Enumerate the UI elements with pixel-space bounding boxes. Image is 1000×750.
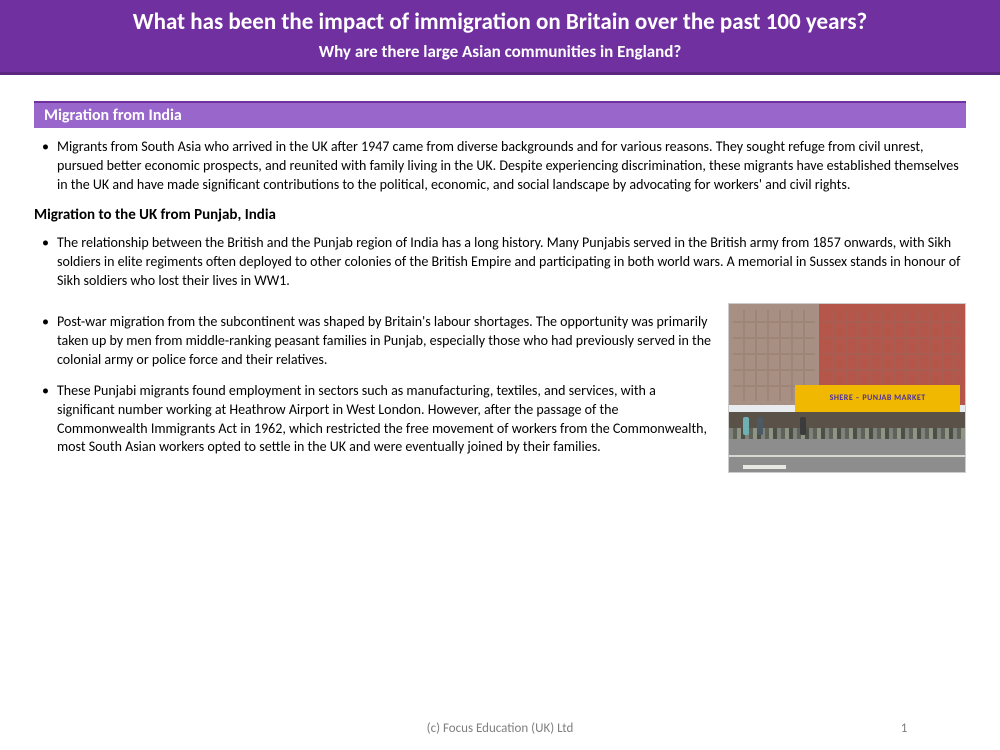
slide-body: Migration from India • Migrants from Sou…: [0, 75, 1000, 473]
subtitle: Why are there large Asian communities in…: [20, 41, 980, 62]
bullet-intro: • Migrants from South Asia who arrived i…: [42, 138, 966, 195]
bullet-employment: • These Punjabi migrants found employmen…: [42, 382, 712, 458]
bullet-text: Post-war migration from the subcontinent…: [57, 313, 712, 370]
slide-header: What has been the impact of immigration …: [0, 0, 1000, 75]
two-column-row: • Post-war migration from the subcontine…: [34, 303, 966, 473]
right-column: SHERE – PUNJAB MARKET: [728, 303, 966, 473]
shop-sign: SHERE – PUNJAB MARKET: [795, 385, 960, 412]
bullet-dot-icon: •: [42, 234, 49, 291]
bullet-text: These Punjabi migrants found employment …: [57, 382, 712, 458]
bullet-postwar: • Post-war migration from the subcontine…: [42, 313, 712, 370]
street-photo: SHERE – PUNJAB MARKET: [728, 303, 966, 473]
bullet-text: Migrants from South Asia who arrived in …: [57, 138, 966, 195]
left-column: • Post-war migration from the subcontine…: [34, 303, 712, 469]
copyright-text: (c) Focus Education (UK) Ltd: [156, 721, 844, 736]
bullet-history: • The relationship between the British a…: [42, 234, 966, 291]
bullet-text: The relationship between the British and…: [57, 234, 966, 291]
main-title: What has been the impact of immigration …: [20, 8, 980, 37]
page-number: 1: [844, 721, 964, 736]
bullet-dot-icon: •: [42, 313, 49, 370]
bullet-dot-icon: •: [42, 138, 49, 195]
bullet-dot-icon: •: [42, 382, 49, 458]
section-heading: Migration from India: [34, 101, 966, 128]
slide-footer: (c) Focus Education (UK) Ltd 1: [0, 721, 1000, 736]
subheading: Migration to the UK from Punjab, India: [34, 206, 966, 224]
